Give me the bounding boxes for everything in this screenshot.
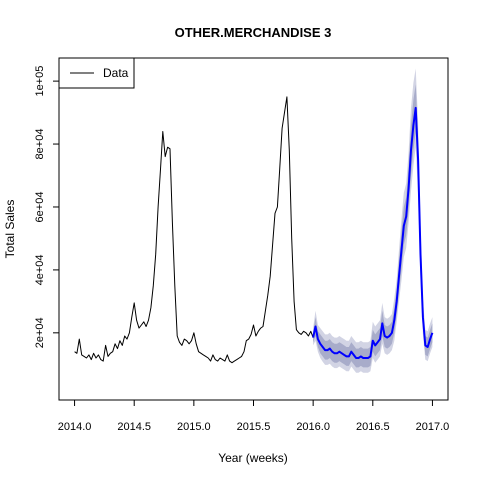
legend-label-data: Data xyxy=(103,66,129,80)
y-axis-label: Total Sales xyxy=(3,200,17,259)
legend-box xyxy=(58,57,135,89)
y-axis: 2e+04 4e+04 6e+04 8e+04 1e+05 xyxy=(34,66,60,348)
x-axis: 2014.0 2014.5 2015.0 2015.5 2016.0 2016.5 2017… xyxy=(58,399,450,433)
y-tick-label: 4e+04 xyxy=(34,254,46,285)
x-tick-label: 2014.5 xyxy=(117,421,151,433)
x-tick-label: 2014.0 xyxy=(58,421,92,433)
y-tick-label: 8e+04 xyxy=(34,129,46,160)
chart-title: OTHER.MERCHANDISE 3 xyxy=(175,25,332,40)
series-line-forecast xyxy=(312,106,434,359)
y-tick-label: 1e+05 xyxy=(34,66,46,97)
x-tick-label: 2015.0 xyxy=(177,421,211,433)
prediction-bands xyxy=(313,68,433,373)
x-tick-label: 2015.5 xyxy=(237,421,271,433)
series-lines xyxy=(74,96,434,364)
x-tick-label: 2016.0 xyxy=(296,421,330,433)
x-tick-label: 2016.5 xyxy=(356,421,390,433)
y-tick-label: 2e+04 xyxy=(34,317,46,348)
legend: Data xyxy=(58,57,135,89)
series-line-data xyxy=(74,96,314,364)
y-tick-label: 6e+04 xyxy=(34,192,46,223)
x-axis-label: Year (weeks) xyxy=(218,451,288,465)
x-tick-label: 2017.0 xyxy=(416,421,450,433)
